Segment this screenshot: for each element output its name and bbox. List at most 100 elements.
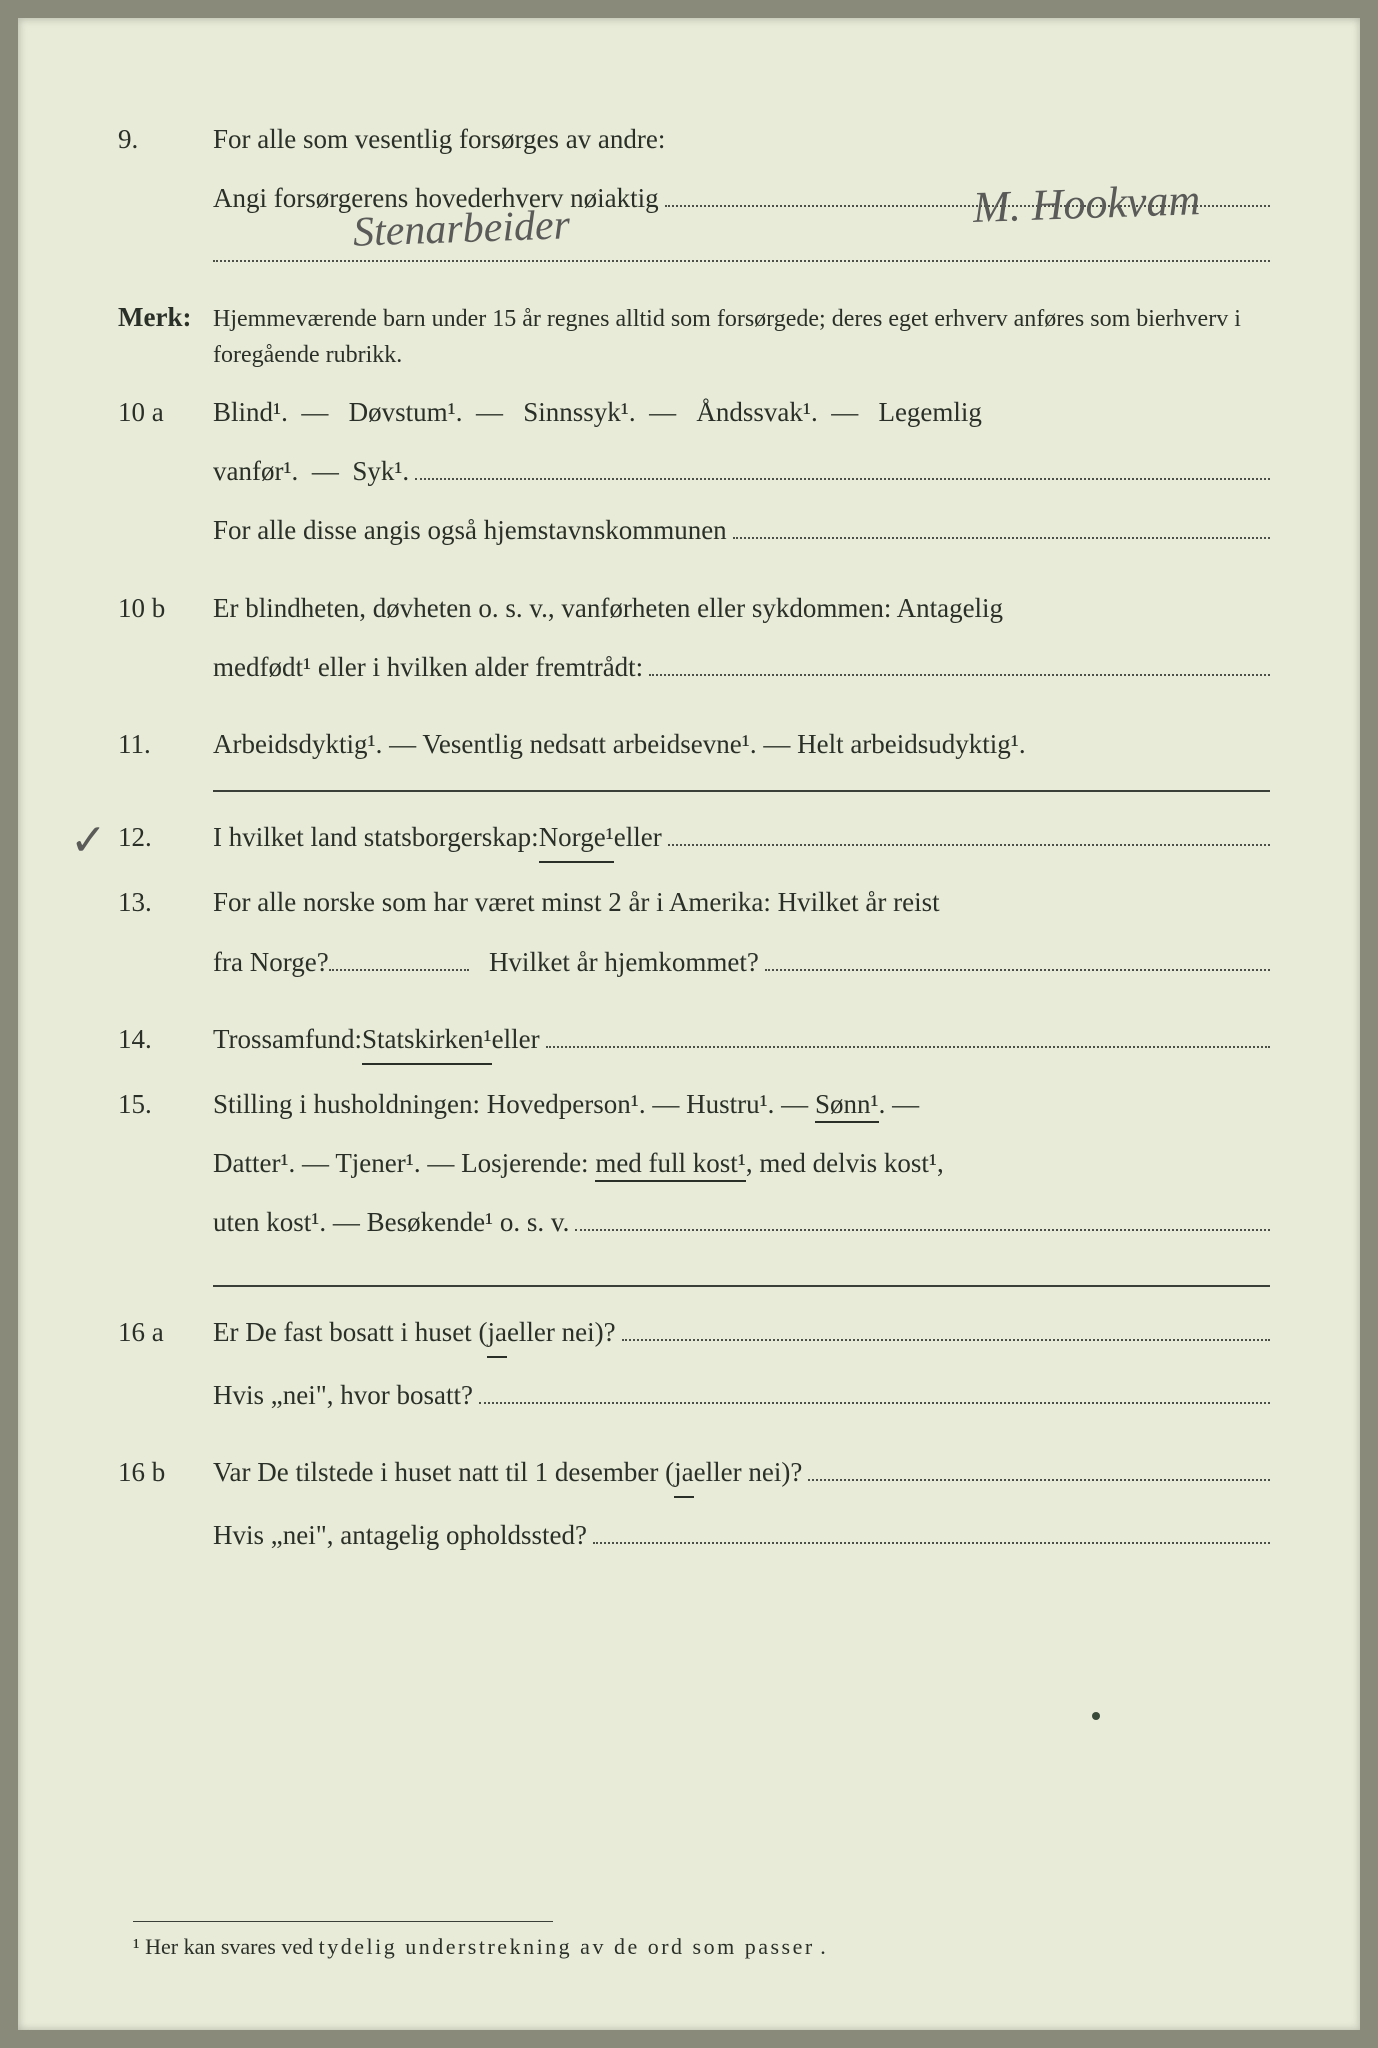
q10b-line2: medfødt¹ eller i hvilken alder fremtrådt… [213, 646, 643, 689]
q15-post1: . — [879, 1089, 920, 1119]
q12-pre: I hvilket land statsborgerskap: [213, 816, 539, 859]
q10a-blank1 [415, 451, 1270, 481]
q10a-opt4: Legemlig [878, 397, 981, 427]
q16a-blank2 [479, 1374, 1270, 1404]
q16b-number: 16 b [118, 1451, 213, 1494]
question-9: 9. For alle som vesentlig forsørges av a… [118, 118, 1270, 278]
q16b-blank1 [808, 1451, 1270, 1481]
q15-line2: Datter¹. — Tjener¹. — Losjerende: med fu… [213, 1142, 1270, 1185]
q13-blank1 [329, 969, 469, 971]
q10a-line1b: vanfør¹. — Syk¹. [213, 450, 1270, 493]
merk-row: Merk: Hjemmeværende barn under 15 år reg… [118, 296, 1270, 373]
q14-blank [546, 1018, 1270, 1048]
question-16a: 16 a Er De fast bosatt i huset (ja eller… [118, 1311, 1270, 1433]
q13-blank2 [765, 941, 1270, 971]
divider-1 [213, 790, 1270, 792]
footnote-post: . [820, 1934, 826, 1959]
q14-number: 14. [118, 1018, 213, 1061]
question-13: 13. For alle norske som har været minst … [118, 881, 1270, 999]
q16b-line2-wrap: Hvis „nei", antagelig opholdssted? [213, 1514, 1270, 1557]
q10a-line1: Blind¹. — Døvstum¹. — Sinnssyk¹. — Åndss… [213, 391, 1270, 434]
q15-medfull: med full kost¹ [595, 1148, 746, 1182]
q10b-line1: Er blindheten, døvheten o. s. v., vanfør… [213, 587, 1270, 630]
q10a-content: Blind¹. — Døvstum¹. — Sinnssyk¹. — Åndss… [213, 391, 1270, 569]
q10a-number: 10 a [118, 391, 213, 434]
q10a-c0: vanfør¹. [213, 450, 298, 493]
q15-number: 15. [118, 1083, 213, 1126]
merk-text: Hjemmeværende barn under 15 år regnes al… [213, 301, 1270, 373]
q15-blank [575, 1202, 1270, 1232]
q12-post: eller [614, 816, 662, 859]
q14-pre: Trossamfund: [213, 1018, 362, 1061]
q16b-blank2 [593, 1514, 1270, 1544]
q16b-l1a: Var De tilstede i huset natt til 1 desem… [213, 1451, 674, 1494]
q9-number: 9. [118, 118, 213, 161]
q9-line3-wrap: Stenarbeider [213, 232, 1270, 262]
q12-blank [668, 817, 1270, 847]
question-10b: 10 b Er blindheten, døvheten o. s. v., v… [118, 587, 1270, 705]
q16b-content: Var De tilstede i huset natt til 1 desem… [213, 1451, 1270, 1573]
question-12: ✓ 12. I hvilket land statsborgerskap: No… [118, 816, 1270, 863]
question-11: 11. Arbeidsdyktig¹. — Vesentlig nedsatt … [118, 723, 1270, 766]
q14-underlined: Statskirken¹ [362, 1018, 492, 1065]
q15-content: Stilling i husholdningen: Hovedperson¹. … [213, 1083, 1270, 1261]
q16a-l1b: eller nei)? [507, 1311, 616, 1354]
q16b-l1b: eller nei)? [694, 1451, 803, 1494]
question-15: 15. Stilling i husholdningen: Hovedperso… [118, 1083, 1270, 1261]
q10a-opt1: Døvstum¹. [349, 397, 463, 427]
q10a-opt2: Sinnssyk¹. [523, 397, 635, 427]
footnote-rule [133, 1921, 553, 1922]
q16a-blank1 [622, 1311, 1270, 1341]
q10a-line2-wrap: For alle disse angis også hjemstavnskomm… [213, 509, 1270, 552]
q10b-blank [649, 646, 1270, 676]
footnote-bold: tydelig understrekning av de ord som pas… [319, 1934, 815, 1959]
q15-l2a: Datter¹. — Tjener¹. — Losjerende: [213, 1148, 595, 1178]
q15-l2b: , med delvis kost¹, [746, 1148, 944, 1178]
q15-line3: uten kost¹. — Besøkende¹ o. s. v. [213, 1201, 569, 1244]
q13-l2a: fra Norge? [213, 941, 329, 984]
footnote: ¹ Her kan svares ved tydelig understrekn… [133, 1921, 1270, 1960]
q15-line3-wrap: uten kost¹. — Besøkende¹ o. s. v. [213, 1201, 1270, 1244]
divider-2 [213, 1285, 1270, 1287]
handwriting-2: Stenarbeider [352, 193, 571, 268]
q12-number: 12. [118, 816, 213, 859]
q13-l2b: Hvilket år hjemkommet? [489, 941, 759, 984]
q12-underlined: Norge¹ [539, 816, 614, 863]
q16a-line2: Hvis „nei", hvor bosatt? [213, 1374, 473, 1417]
q10a-blank2 [733, 510, 1270, 540]
q13-line2: fra Norge? Hvilket år hjemkommet? [213, 941, 1270, 984]
q15-line1: Stilling i husholdningen: Hovedperson¹. … [213, 1083, 1270, 1126]
q11-number: 11. [118, 723, 213, 766]
q16b-line2: Hvis „nei", antagelig opholdssted? [213, 1514, 587, 1557]
q10b-number: 10 b [118, 587, 213, 630]
q16a-number: 16 a [118, 1311, 213, 1354]
q16b-ja: ja [674, 1451, 694, 1498]
q16a-l1a: Er De fast bosatt i huset ( [213, 1311, 487, 1354]
q16b-line1: Var De tilstede i huset natt til 1 desem… [213, 1451, 1270, 1498]
ink-spot [1092, 1712, 1100, 1720]
q14-post: eller [492, 1018, 540, 1061]
q11-text: Arbeidsdyktig¹. — Vesentlig nedsatt arbe… [213, 723, 1270, 766]
question-10a: 10 a Blind¹. — Døvstum¹. — Sinnssyk¹. — … [118, 391, 1270, 569]
footnote-pre: Her kan svares ved [145, 1934, 319, 1959]
checkmark-icon: ✓ [70, 806, 107, 876]
q10b-line2-wrap: medfødt¹ eller i hvilken alder fremtrådt… [213, 646, 1270, 689]
q10a-c1: Syk¹. [352, 450, 409, 493]
q16a-line2-wrap: Hvis „nei", hvor bosatt? [213, 1374, 1270, 1417]
q9-line1: For alle som vesentlig forsørges av andr… [213, 118, 1270, 161]
q16a-ja: ja [487, 1311, 507, 1358]
q13-line1: For alle norske som har været minst 2 år… [213, 881, 1270, 924]
document-page: 9. For alle som vesentlig forsørges av a… [18, 18, 1360, 2030]
q9-content: For alle som vesentlig forsørges av andr… [213, 118, 1270, 278]
q12-content: I hvilket land statsborgerskap: Norge¹ e… [213, 816, 1270, 863]
q13-number: 13. [118, 881, 213, 924]
q16a-content: Er De fast bosatt i huset (ja eller nei)… [213, 1311, 1270, 1433]
q10a-line2: For alle disse angis også hjemstavnskomm… [213, 509, 727, 552]
q15-sonn: Sønn¹ [815, 1089, 879, 1123]
question-14: 14. Trossamfund: Statskirken¹ eller [118, 1018, 1270, 1065]
q10a-opt0: Blind¹. [213, 397, 288, 427]
q10a-opt3: Åndssvak¹. [696, 397, 817, 427]
q10b-content: Er blindheten, døvheten o. s. v., vanfør… [213, 587, 1270, 705]
q16a-line1: Er De fast bosatt i huset (ja eller nei)… [213, 1311, 1270, 1358]
merk-label: Merk: [118, 296, 213, 339]
